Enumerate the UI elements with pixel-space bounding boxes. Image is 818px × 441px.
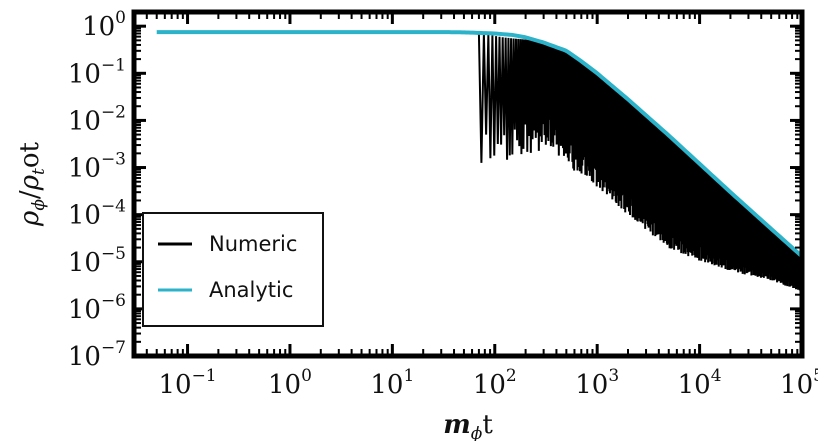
labels-layer: 10−1 100 101 102 103 104 105 100 10−1 10−2 10−3 10−… (15, 8, 818, 441)
x-tick-label: 101 (370, 366, 414, 400)
x-tick-label: 104 (678, 366, 722, 400)
x-tick-label: 103 (575, 366, 619, 400)
y-tick-label: 10−1 (68, 55, 126, 89)
x-tick-label: 10−1 (158, 366, 216, 400)
y-tick-label: 10−5 (68, 244, 126, 278)
legend: Numeric Analytic (142, 212, 324, 327)
y-tick-label: 10−4 (68, 197, 126, 231)
y-tick-label: 10−6 (68, 291, 126, 325)
x-tick-label: 102 (473, 366, 517, 400)
legend-label-analytic: Analytic (209, 278, 293, 302)
y-tick-label: 100 (82, 8, 126, 42)
plot-frame (131, 9, 805, 359)
x-tick-label: 105 (780, 366, 818, 400)
x-axis-title: mϕt (443, 410, 493, 441)
series-layer (156, 30, 804, 291)
y-tick-label: 10−2 (68, 102, 126, 136)
y-axis-title: ρϕ​/ρtot (15, 142, 49, 227)
y-tick-label: 10−7 (68, 338, 126, 372)
y-tick-label: 10−3 (68, 150, 126, 184)
series-analytic-line (156, 30, 804, 258)
legend-box (142, 212, 324, 327)
x-tick-label: 100 (268, 366, 312, 400)
legend-label-numeric: Numeric (209, 232, 297, 256)
